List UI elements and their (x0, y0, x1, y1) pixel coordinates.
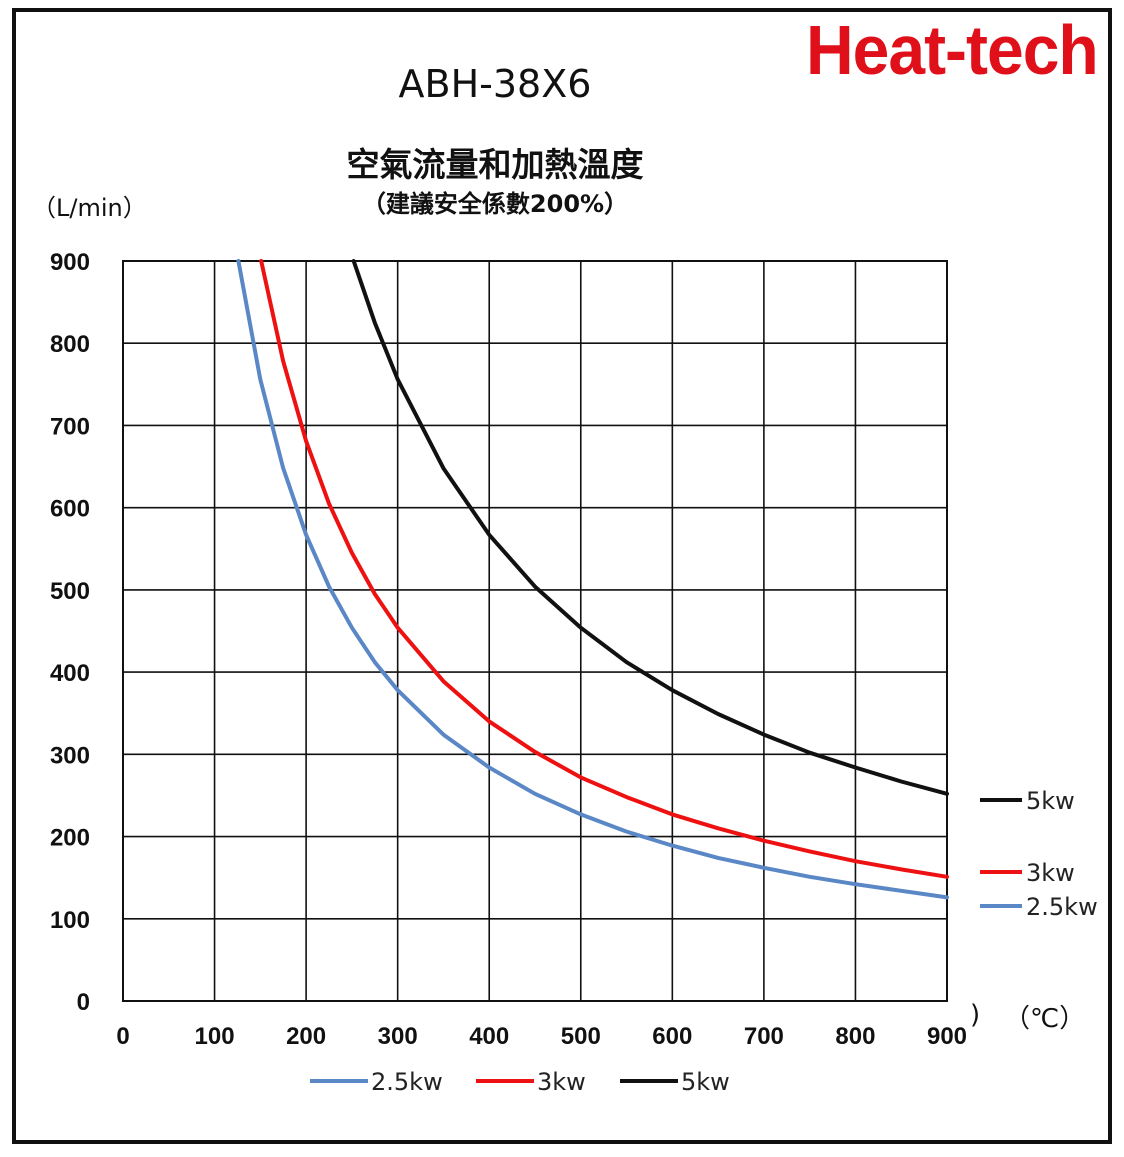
legend-label: 2.5kw (371, 1068, 443, 1096)
end-label-text: 5kw (1026, 787, 1075, 815)
end-label-text: 2.5kw (1026, 893, 1098, 921)
y-tick-label: 0 (77, 989, 90, 1016)
plot-area (122, 260, 948, 1002)
y-tick-label: 600 (50, 496, 90, 523)
x-tick-label: 0 (116, 1023, 129, 1050)
x-tick-label: 800 (835, 1023, 875, 1050)
chart-subtitle-note: （建議安全係數200%） (361, 190, 629, 218)
x-tick-label: 300 (378, 1023, 418, 1050)
y-tick-label: 300 (50, 742, 90, 769)
series-line-3kw (259, 259, 949, 879)
series-line-5kw (351, 259, 949, 796)
brand-logo: Heat-tech (806, 11, 1099, 89)
end-label-text: 3kw (1026, 859, 1075, 887)
frame-right-edge (1108, 240, 1112, 1060)
x-tick-label: 200 (286, 1023, 326, 1050)
y-tick-label: 400 (50, 660, 90, 687)
x-tick-label: 600 (652, 1023, 692, 1050)
legend-label: 3kw (537, 1068, 586, 1096)
chart-title: ABH-38X6 (398, 62, 592, 106)
x-tick-label: 900 (927, 1023, 967, 1050)
x-axis-label-fragment: ) (970, 1000, 981, 1030)
y-tick-label: 700 (50, 413, 90, 440)
series-line-2-5kw (236, 259, 949, 900)
x-axis-label: （℃） (1004, 1004, 1086, 1034)
x-tick-label: 100 (195, 1023, 235, 1050)
y-axis-label: （L/min） (32, 194, 147, 222)
y-tick-label: 900 (50, 249, 90, 276)
y-tick-label: 800 (50, 331, 90, 358)
x-tick-label: 700 (744, 1023, 784, 1050)
y-tick-label: 100 (50, 907, 90, 934)
y-tick-label: 500 (50, 578, 90, 605)
y-tick-label: 200 (50, 825, 90, 852)
legend-label: 5kw (681, 1068, 730, 1096)
x-tick-label: 400 (469, 1023, 509, 1050)
chart-subtitle: 空氣流量和加熱溫度 (346, 145, 644, 184)
x-tick-label: 500 (561, 1023, 601, 1050)
